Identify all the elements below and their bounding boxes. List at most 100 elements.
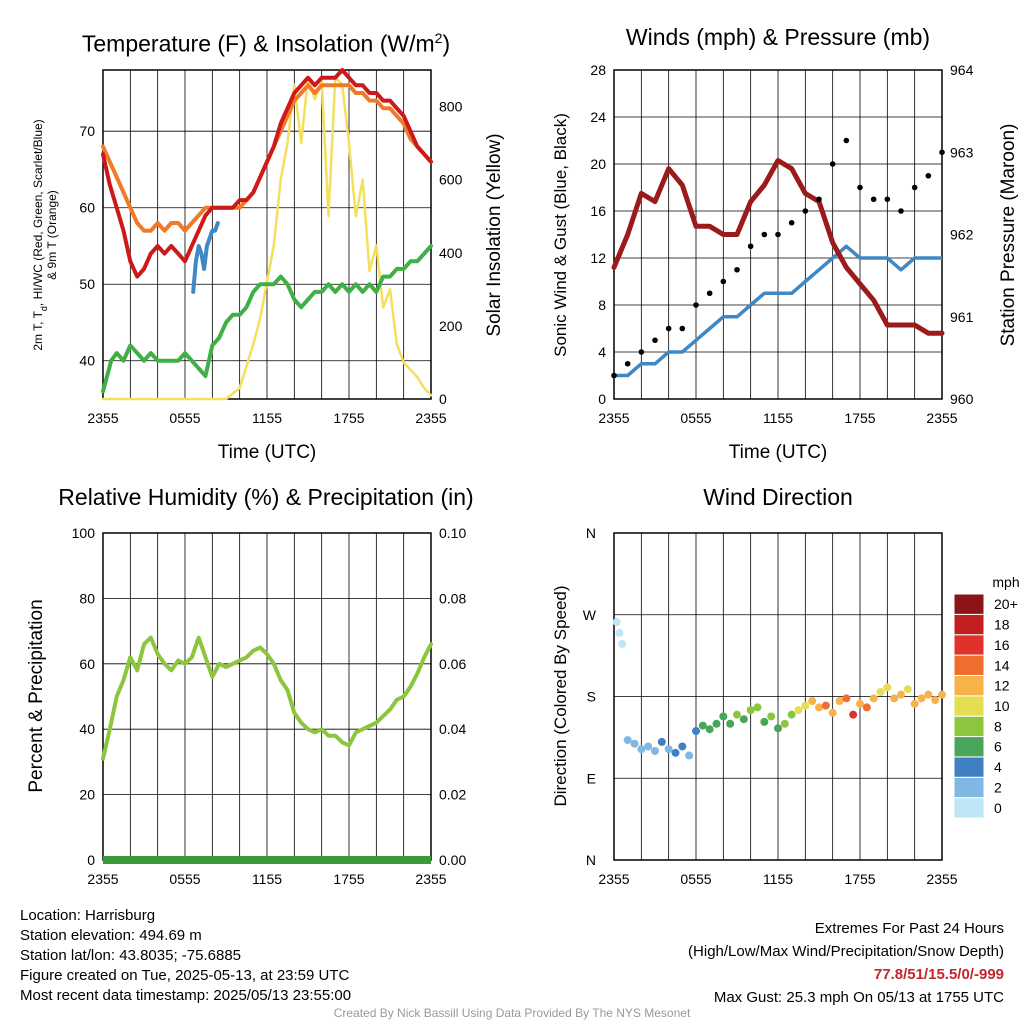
plot-frame — [102, 69, 432, 400]
humidity-y-label-left: Percent & Precipitation — [26, 599, 47, 792]
x-tick-label: 1155 — [252, 410, 282, 426]
temperature-title: Temperature (F) & Insolation (W/m2) — [82, 30, 450, 58]
x-tick-label: 1155 — [763, 410, 793, 426]
gust-point — [898, 208, 904, 214]
y-tick-label-left: 0 — [87, 852, 95, 868]
colorbar-label: 10 — [994, 698, 1010, 714]
colorbar-label: 14 — [994, 657, 1010, 673]
colorbar-swatch — [953, 593, 985, 615]
y-tick-label-left: 16 — [590, 203, 606, 219]
direction-point — [876, 687, 885, 696]
gust-point — [638, 349, 645, 355]
direction-point — [842, 694, 851, 703]
direction-point — [794, 706, 803, 715]
direction-point — [890, 694, 899, 703]
direction-point — [618, 639, 627, 648]
gust-point — [775, 231, 781, 238]
colorbar-label: 20+ — [994, 596, 1018, 612]
gust-point — [857, 184, 863, 191]
direction-point — [657, 737, 666, 746]
y-tick-label-right: 962 — [950, 227, 974, 243]
direction-point — [917, 694, 926, 703]
colorbar-swatch — [953, 797, 985, 819]
gust-point — [747, 243, 754, 250]
y-tick-label-right: 0.06 — [439, 656, 466, 672]
direction-point — [903, 685, 912, 694]
gust-point — [884, 196, 891, 203]
direction-point — [780, 719, 789, 728]
direction-point — [835, 697, 844, 706]
temperature-series-line — [101, 68, 433, 279]
direction-point — [623, 736, 632, 745]
gust-point — [761, 231, 768, 238]
y-tick-label-right: 0.04 — [439, 721, 466, 737]
direction-point — [612, 618, 621, 627]
x-tick-label: 2355 — [415, 410, 446, 426]
direction-point — [733, 710, 741, 719]
direction-point — [630, 739, 639, 748]
direction-point — [931, 696, 940, 705]
extremes-subheading: (High/Low/Max Wind/Precipitation/Snow De… — [688, 943, 1004, 960]
x-tick-label: 2355 — [926, 410, 957, 426]
y-tick-label-left: 24 — [590, 109, 606, 125]
y-tick-label-left: 100 — [72, 525, 96, 541]
direction-point — [897, 690, 905, 699]
y-tick-label-right: 200 — [439, 318, 463, 334]
gust-point — [734, 266, 740, 273]
x-tick-label: 2355 — [598, 410, 629, 426]
max-gust: Max Gust: 25.3 mph On 05/13 at 1755 UTC — [713, 989, 1004, 1006]
direction-point — [644, 742, 653, 751]
y-tick-label-right: 0.08 — [439, 590, 466, 606]
x-tick-label: 2355 — [926, 871, 957, 887]
y-tick-label-right: 0 — [439, 391, 447, 407]
direction-tick-label: N — [586, 852, 596, 868]
colorbar-label: 4 — [994, 759, 1002, 775]
direction-point — [801, 701, 810, 710]
direction-point — [767, 712, 776, 721]
direction-point — [883, 683, 892, 692]
x-tick-label: 0555 — [169, 410, 200, 426]
y-tick-label-right: 0.00 — [439, 852, 466, 868]
direction-point — [698, 721, 707, 730]
direction-point — [746, 706, 755, 715]
direction-point — [910, 699, 919, 708]
temperature-series-line — [101, 76, 433, 401]
x-tick-label: 0555 — [680, 871, 711, 887]
direction-point — [849, 710, 858, 719]
colorbar-swatch — [953, 715, 985, 738]
temperature-x-label: Time (UTC) — [218, 442, 317, 463]
gust-point — [870, 196, 877, 203]
direction-point — [664, 745, 673, 754]
y-tick-label-left: 8 — [598, 297, 606, 313]
winds-y-label-left: Sonic Wind & Gust (Blue, Black) — [551, 113, 570, 357]
y-tick-label-right: 961 — [950, 309, 974, 325]
colorbar-label: 0 — [994, 800, 1002, 816]
colorbar-swatch — [953, 756, 985, 778]
gust-point — [911, 184, 918, 191]
credit-line: Created By Nick Bassill Using Data Provi… — [333, 1006, 691, 1020]
direction-point — [808, 697, 817, 706]
y-tick-label-left: 20 — [79, 787, 95, 803]
colorbar-swatch — [953, 634, 985, 656]
y-tick-label-left: 60 — [79, 200, 95, 216]
direction-point — [760, 717, 769, 726]
temperature-y-label-left: 2m T, Td, HI/WC (Red, Green, Scarlet/Blu… — [31, 119, 49, 350]
winds-title: Winds (mph) & Pressure (mb) — [625, 24, 931, 50]
y-tick-label-left: 60 — [79, 656, 95, 672]
gust-point — [802, 208, 809, 214]
gust-point — [693, 302, 699, 308]
gust-point — [788, 219, 795, 226]
direction-tick-label: N — [586, 525, 596, 541]
direction-point — [815, 703, 823, 712]
y-tick-label-left: 80 — [79, 590, 95, 606]
extremes-heading: Extremes For Past 24 Hours — [814, 920, 1004, 937]
humidity-plot — [102, 532, 432, 861]
direction-point — [637, 745, 646, 754]
x-tick-label: 1755 — [333, 871, 364, 887]
x-tick-label: 2355 — [415, 871, 446, 887]
y-tick-label-left: 28 — [590, 62, 606, 78]
gust-point — [843, 137, 850, 144]
direction-point — [726, 719, 735, 728]
direction-point — [828, 708, 837, 717]
